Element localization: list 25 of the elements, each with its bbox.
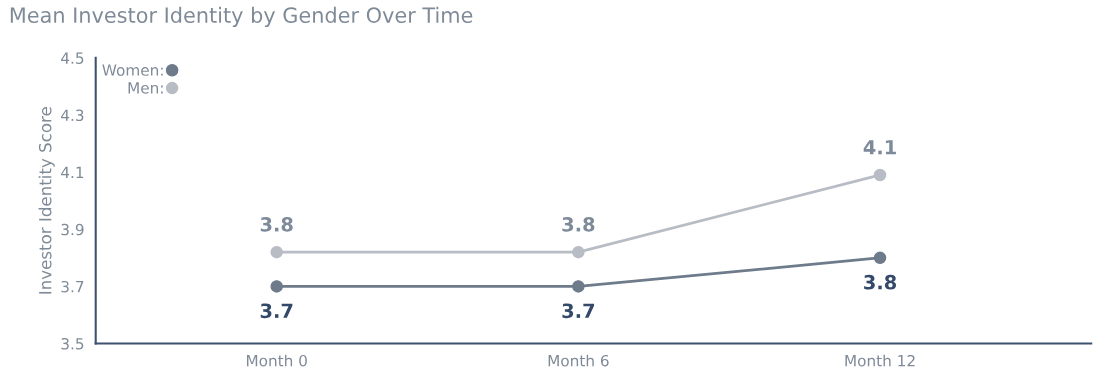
point bbox=[873, 251, 887, 265]
x-tick-label: Month 12 bbox=[845, 354, 915, 367]
data-label: 4.1 bbox=[863, 140, 896, 155]
point bbox=[270, 280, 283, 293]
point bbox=[572, 280, 585, 293]
x-tick-label: Month 0 bbox=[246, 354, 307, 367]
point bbox=[270, 245, 283, 259]
data-label: 3.8 bbox=[260, 216, 293, 232]
data-label: 3.7 bbox=[562, 303, 595, 319]
y-tick-label: 4.1 bbox=[61, 166, 84, 178]
y-tick-label: 3.7 bbox=[61, 280, 84, 293]
chart-title: Mean Investor Identity by Gender Over Time bbox=[10, 6, 473, 28]
data-label: 3.8 bbox=[864, 274, 897, 290]
legend-label: Women: bbox=[102, 64, 163, 76]
y-tick-label: 3.9 bbox=[61, 223, 84, 236]
point bbox=[873, 168, 887, 182]
y-tick-label: 4.3 bbox=[61, 109, 84, 122]
y-tick-label: 4.5 bbox=[61, 52, 84, 64]
x-tick-label: Month 6 bbox=[548, 354, 609, 367]
y-tick-label: 3.5 bbox=[61, 338, 84, 350]
point bbox=[572, 245, 585, 259]
legend-label: Men: bbox=[128, 82, 163, 94]
y-axis-title: Investor Identity Score bbox=[38, 107, 55, 294]
data-label: 3.7 bbox=[260, 303, 293, 319]
data-label: 3.8 bbox=[562, 216, 595, 232]
